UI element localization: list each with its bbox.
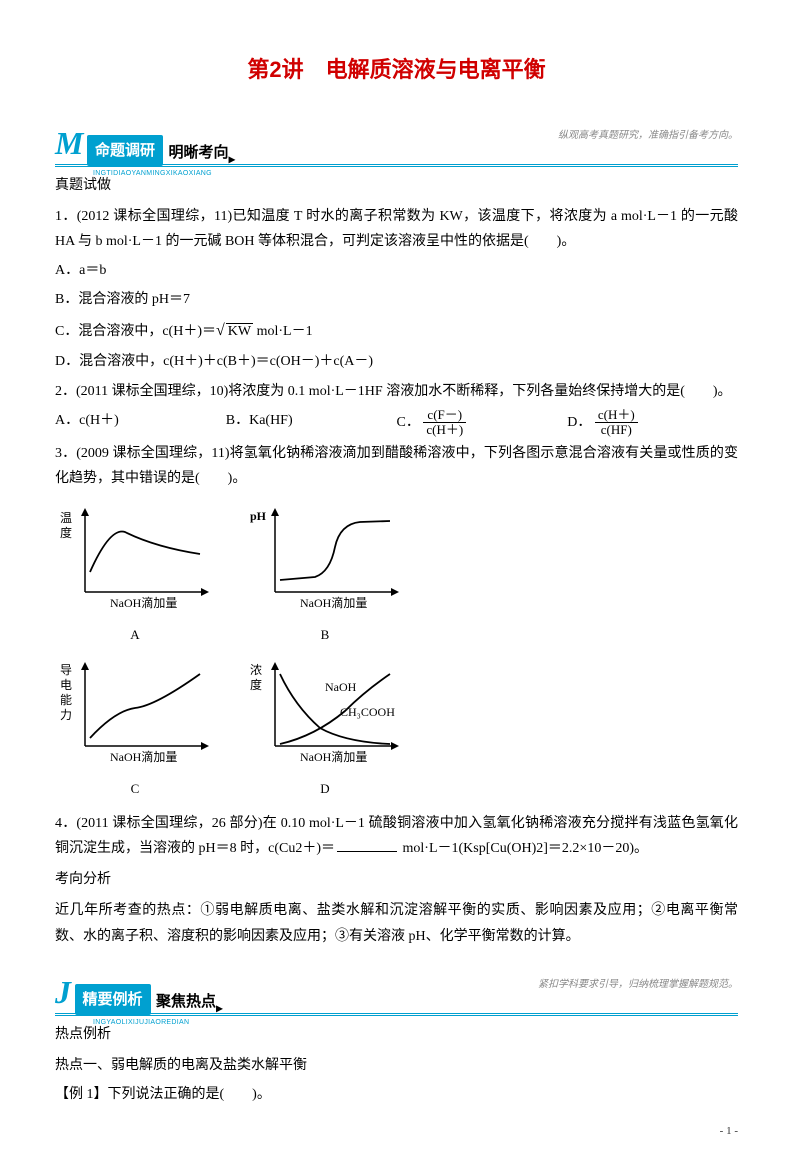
q1-option-b: B．混合溶液的 pH＝7 xyxy=(55,287,738,312)
banner-examples: J 精要例析 聚焦热点▸ 紧扣学科要求引导，归纳梳理掌握解题规范。 INGYAO… xyxy=(55,964,738,1006)
chart-c-svg: 导 电 能 力 NaOH滴加量 xyxy=(55,656,215,766)
page-title: 第2讲 电解质溶液与电离平衡 xyxy=(55,50,738,90)
chart-a-letter: A xyxy=(55,623,215,646)
banner2-pinyin: INGYAOLIXIJUJIAOREDIAN xyxy=(93,1017,738,1030)
q1c-suffix: mol·L－1 xyxy=(253,324,313,339)
chart-c: 导 电 能 力 NaOH滴加量 C xyxy=(55,656,215,801)
q2d-fraction: c(H＋) c(HF) xyxy=(595,408,638,438)
banner-sublabel: 明晰考向 xyxy=(168,139,228,166)
charts-row-1: 温 度 NaOH滴加量 A pH NaOH滴加量 B xyxy=(55,502,738,647)
banner2-sublabel: 聚焦热点 xyxy=(156,988,216,1015)
q2-options: A．c(H＋) B．Ka(HF) C． c(F－) c(H＋) D． c(H＋)… xyxy=(55,408,738,438)
q4-suffix: mol·L－1(Ksp[Cu(OH)2]＝2.2×10－20)。 xyxy=(399,841,648,856)
chart-d-yl2: 度 xyxy=(250,677,262,692)
section-head-kaoxiang: 考向分析 xyxy=(55,867,738,892)
page-number: - 1 - xyxy=(720,1122,738,1142)
chart-d-svg: 浓 度 NaOH CH₃COOH NaOH滴加量 xyxy=(245,656,405,766)
q1c-prefix: C．混合溶液中，c(H＋)＝ xyxy=(55,324,216,339)
chart-b-svg: pH NaOH滴加量 xyxy=(245,502,405,612)
chart-c-yl1: 导 xyxy=(60,663,72,677)
q1-option-c: C．混合溶液中，c(H＋)＝√KW mol·L－1 xyxy=(55,317,738,346)
chart-a-ylabel-2: 度 xyxy=(60,525,72,540)
chart-a-ylabel-1: 温 xyxy=(60,511,72,525)
kaoxiang-body: 近几年所考查的热点：①弱电解质电离、盐类水解和沉淀溶解平衡的实质、影响因素及应用… xyxy=(55,898,738,948)
chart-a-svg: 温 度 NaOH滴加量 xyxy=(55,502,215,612)
chart-d-letter: D xyxy=(245,777,405,800)
chart-d-yl1: 浓 xyxy=(250,663,262,677)
chart-d: 浓 度 NaOH CH₃COOH NaOH滴加量 D xyxy=(245,656,405,801)
q1-option-d: D．混合溶液中，c(H＋)＋c(B＋)＝c(OH－)＋c(A－) xyxy=(55,349,738,374)
q1c-sqrt: KW xyxy=(226,323,253,339)
chart-d-line1-label: NaOH xyxy=(325,680,357,694)
q2-option-a: A．c(H＋) xyxy=(55,408,226,438)
q2-option-b: B．Ka(HF) xyxy=(226,408,397,438)
q4-blank xyxy=(337,837,397,852)
banner-label: 命题调研 xyxy=(87,135,163,166)
chart-a: 温 度 NaOH滴加量 A xyxy=(55,502,215,647)
chart-c-yl4: 力 xyxy=(60,708,72,722)
banner2-letter: J xyxy=(55,964,71,1022)
banner-tip: 纵观高考真题研究，准确指引备考方向。 xyxy=(558,127,738,145)
banner2-tip: 紧扣学科要求引导，归纳梳理掌握解题规范。 xyxy=(538,976,738,994)
question-4: 4．(2011 课标全国理综，26 部分)在 0.10 mol·L－1 硫酸铜溶… xyxy=(55,811,738,861)
hotspot-1: 热点一、弱电解质的电离及盐类水解平衡 xyxy=(55,1053,738,1078)
question-2: 2．(2011 课标全国理综，10)将浓度为 0.1 mol·L－1HF 溶液加… xyxy=(55,379,738,404)
chart-b: pH NaOH滴加量 B xyxy=(245,502,405,647)
chart-b-letter: B xyxy=(245,623,405,646)
banner-letter: M xyxy=(55,115,83,173)
banner-pinyin: INGTIDIAOYANMINGXIKAOXIANG xyxy=(93,168,738,181)
q2c-fraction: c(F－) c(H＋) xyxy=(423,408,466,438)
chart-c-letter: C xyxy=(55,777,215,800)
chart-c-xlabel: NaOH滴加量 xyxy=(110,749,177,764)
example-1: 【例 1】下列说法正确的是( )。 xyxy=(55,1082,738,1107)
q2-option-d: D． c(H＋) c(HF) xyxy=(567,408,738,438)
q2-option-c: C． c(F－) c(H＋) xyxy=(397,408,568,438)
banner2-label: 精要例析 xyxy=(75,984,151,1015)
question-3: 3．(2009 课标全国理综，11)将氢氧化钠稀溶液滴加到醋酸稀溶液中，下列各图… xyxy=(55,441,738,491)
charts-row-2: 导 电 能 力 NaOH滴加量 C 浓 度 NaOH CH₃COOH NaOH滴… xyxy=(55,656,738,801)
q1-option-a: A．a＝b xyxy=(55,258,738,283)
chart-c-yl2: 电 xyxy=(60,678,72,692)
banner-research: M 命题调研 明晰考向▸ 纵观高考真题研究，准确指引备考方向。 INGTIDIA… xyxy=(55,115,738,157)
question-1: 1．(2012 课标全国理综，11)已知温度 T 时水的离子积常数为 KW，该温… xyxy=(55,204,738,254)
chart-d-xlabel: NaOH滴加量 xyxy=(300,749,367,764)
chart-a-xlabel: NaOH滴加量 xyxy=(110,595,177,610)
chart-b-xlabel: NaOH滴加量 xyxy=(300,595,367,610)
chart-b-ylabel: pH xyxy=(250,509,267,523)
chart-c-yl3: 能 xyxy=(60,693,72,707)
chart-d-line2-label: CH₃COOH xyxy=(340,705,395,719)
